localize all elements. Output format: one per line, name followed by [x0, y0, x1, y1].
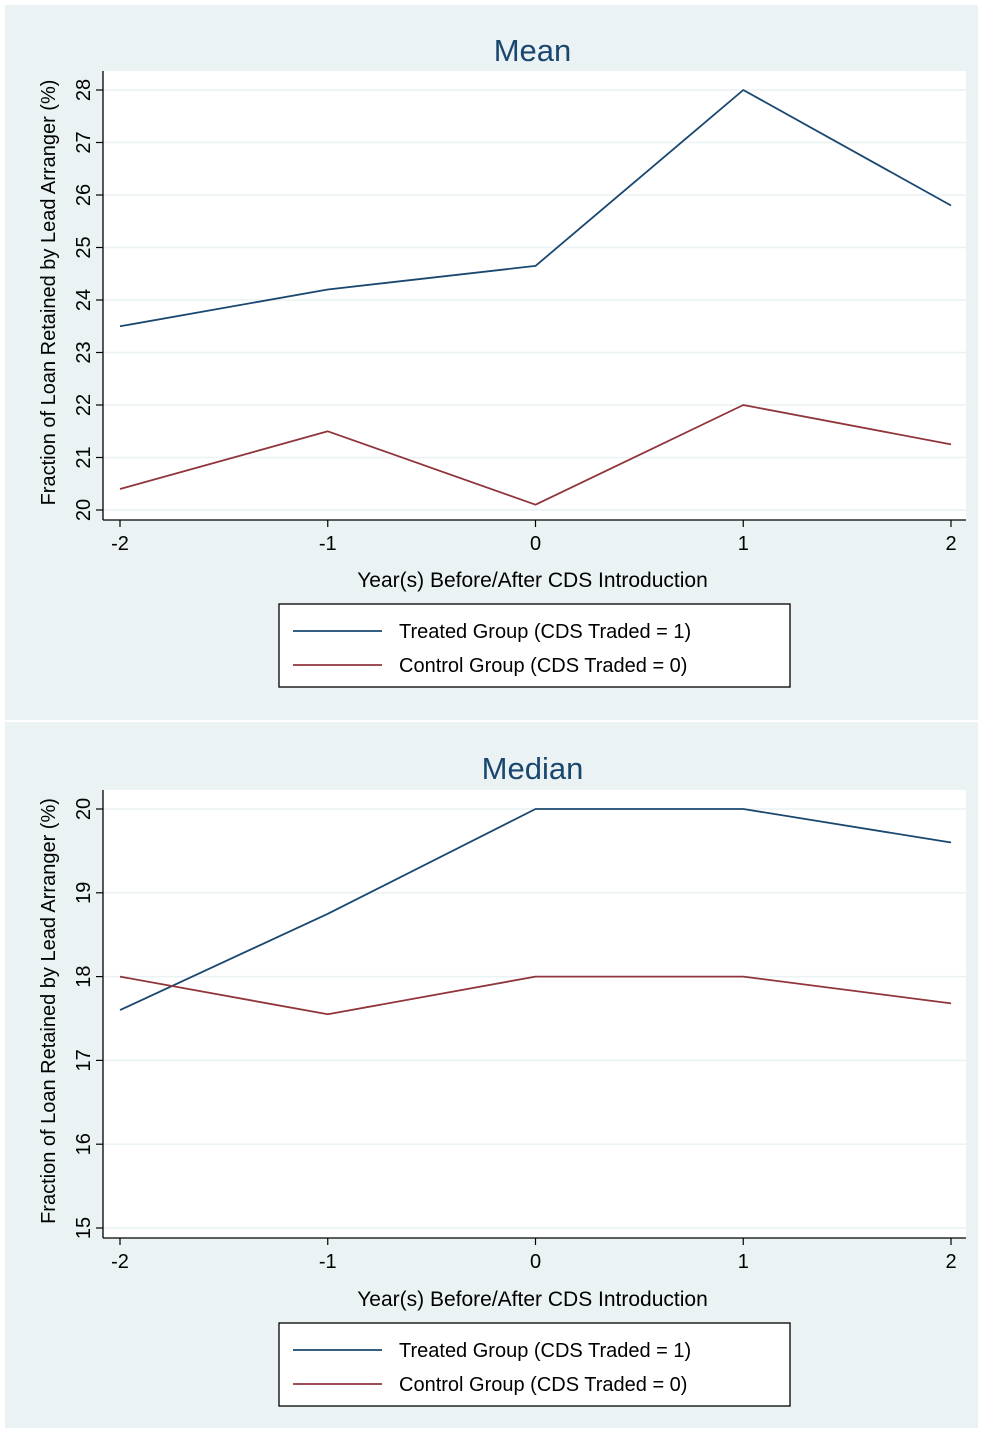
legend-label: Control Group (CDS Traded = 0) — [399, 1374, 687, 1396]
x-axis-label: Year(s) Before/After CDS Introduction — [357, 569, 708, 592]
x-tick-label: -2 — [111, 533, 129, 555]
legend-label: Control Group (CDS Traded = 0) — [399, 655, 687, 677]
y-tick-label: 21 — [73, 446, 95, 468]
y-tick-label: 17 — [73, 1049, 95, 1071]
y-tick-label: 27 — [73, 131, 95, 153]
y-tick-label: 26 — [73, 184, 95, 206]
y-tick-label: 24 — [73, 289, 95, 311]
chart-panel-mean: 20 21 22 23 24 25 26 27 28 -2 -1 0 1 2 Mean Year(s) Bef… — [5, 5, 978, 720]
y-tick-label: 20 — [73, 499, 95, 521]
y-tick-label: 23 — [73, 341, 95, 363]
y-tick-label: 20 — [73, 798, 95, 820]
y-tick-label: 16 — [73, 1133, 95, 1155]
series-line-control — [119, 975, 952, 1016]
y-axis-label: Fraction of Loan Retained by Lead Arrang… — [38, 798, 60, 1224]
legend: Treated Group (CDS Traded = 1) Control Gr… — [278, 603, 791, 688]
x-tick-label: 2 — [945, 533, 956, 555]
chart-panel-median: 15 16 17 18 19 20 -2 -1 0 1 2 Median Year(s) Before/… — [5, 722, 978, 1428]
y-tick-label: 19 — [73, 882, 95, 904]
legend-box — [278, 603, 791, 688]
y-tick-label: 28 — [73, 79, 95, 101]
y-tick-label: 18 — [73, 965, 95, 987]
legend: Treated Group (CDS Traded = 1) Control Gr… — [278, 1322, 791, 1407]
series-line-control — [119, 404, 952, 506]
y-tick-label: 15 — [73, 1217, 95, 1239]
chart-title: Median — [482, 751, 584, 786]
x-tick-label: 0 — [530, 533, 541, 555]
x-tick-label: -1 — [319, 533, 337, 555]
x-tick-label: 1 — [738, 533, 749, 555]
series-line-treated — [119, 89, 952, 328]
x-tick-label: 2 — [945, 1251, 956, 1273]
legend-box — [278, 1322, 791, 1407]
plot-area — [103, 790, 966, 1238]
legend-label: Treated Group (CDS Traded = 1) — [399, 621, 691, 643]
y-tick-label: 25 — [73, 236, 95, 258]
plot-area — [103, 71, 966, 520]
x-tick-label: -2 — [111, 1251, 129, 1273]
legend-label: Treated Group (CDS Traded = 1) — [399, 1340, 691, 1362]
y-tick-label: 22 — [73, 394, 95, 416]
x-tick-label: 1 — [738, 1251, 749, 1273]
x-axis-label: Year(s) Before/After CDS Introduction — [357, 1288, 708, 1311]
chart-title: Mean — [494, 33, 572, 68]
series-line-treated — [119, 808, 952, 1011]
x-tick-label: -1 — [319, 1251, 337, 1273]
x-tick-label: 0 — [530, 1251, 541, 1273]
y-axis-label: Fraction of Loan Retained by Lead Arrang… — [38, 80, 60, 506]
